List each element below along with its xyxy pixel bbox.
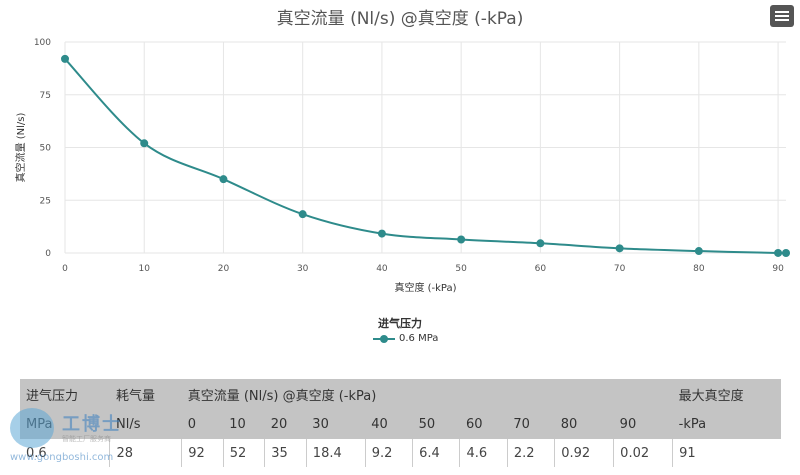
x-axis-label: 真空度 (-kPa)	[394, 281, 456, 294]
data-point	[782, 249, 790, 257]
table-cell: 2.2	[506, 439, 555, 467]
x-tick-label: 40	[376, 264, 388, 274]
y-axis-label: 真空流量 (Nl/s)	[14, 112, 27, 182]
data-point	[298, 210, 307, 219]
table-cell: 4.6	[459, 439, 508, 467]
data-point	[694, 247, 703, 256]
x-tick-label: 70	[614, 264, 626, 274]
x-tick-label: 80	[693, 264, 705, 274]
header-cell: 50	[412, 409, 460, 439]
header-cell: 进气压力	[20, 379, 110, 409]
header-cell: 40	[365, 409, 413, 439]
data-point	[140, 139, 149, 148]
table-cell: 92	[181, 439, 224, 467]
header-cell: 60	[459, 409, 508, 439]
y-tick-label: 25	[40, 196, 51, 206]
table-cell: 6.4	[412, 439, 460, 467]
data-point	[615, 244, 624, 253]
table-cell: 91	[672, 439, 781, 467]
header-cell: 最大真空度	[672, 379, 781, 409]
header-cell: 30	[306, 409, 366, 439]
table-cell: 18.4	[305, 439, 366, 467]
header-cell: 80	[554, 409, 614, 439]
header-cell: 耗气量	[109, 379, 182, 409]
table-row: 0.6 28 92 52 35 18.4 9.2 6.4 4.6 2.2 0.9…	[20, 439, 781, 467]
legend-item-series-1[interactable]: 0.6 MPa	[373, 333, 438, 344]
table-cell: 0.02	[613, 439, 673, 467]
x-tick-label: 10	[139, 264, 151, 274]
watermark-brand: 工博士	[62, 414, 122, 435]
header-cell: 90	[613, 409, 673, 439]
table-cell: 28	[109, 439, 182, 467]
data-point	[774, 248, 783, 257]
legend-swatch	[373, 334, 395, 344]
watermark: 工博士 智能工厂服务商 www.gongboshi.com	[10, 400, 150, 470]
table-cell: 52	[222, 439, 265, 467]
y-tick-label: 50	[40, 144, 52, 154]
header-cell: 20	[264, 409, 307, 439]
data-point	[219, 175, 228, 184]
x-tick-label: 0	[62, 264, 68, 274]
watermark-logo-icon	[10, 408, 54, 448]
y-tick-label: 100	[34, 38, 51, 48]
header-cell: 真空流量 (Nl/s) @真空度 (-kPa)	[181, 379, 673, 409]
header-cell: -kPa	[672, 409, 781, 439]
data-point	[61, 54, 69, 63]
data-point	[536, 239, 545, 248]
table-header-row-1: 进气压力 耗气量 真空流量 (Nl/s) @真空度 (-kPa) 最大真空度	[20, 379, 781, 409]
table-cell: 0.92	[554, 439, 614, 467]
legend-label: 0.6 MPa	[399, 333, 439, 344]
y-tick-label: 75	[40, 91, 51, 101]
line-chart: 0 25 50 75 100 0 10 20 30 40 50 60 70 80 90 真空度 (-kPa) 真…	[14, 38, 790, 294]
chart-menu-button[interactable]	[770, 5, 794, 27]
legend-title: 进气压力	[378, 317, 422, 330]
x-tick-label: 60	[535, 264, 547, 274]
x-tick-label: 30	[297, 264, 309, 274]
series-line	[64, 58, 788, 255]
header-cell: 10	[223, 409, 265, 439]
header-cell: 70	[507, 409, 555, 439]
table-cell: 35	[264, 439, 307, 467]
watermark-url: www.gongboshi.com	[10, 452, 114, 463]
table-cell: 9.2	[364, 439, 413, 467]
x-tick-label: 90	[772, 264, 784, 274]
data-point	[377, 229, 386, 238]
watermark-subtitle: 智能工厂服务商	[62, 435, 111, 443]
data-point	[457, 235, 466, 244]
y-tick-label: 0	[45, 249, 51, 259]
chart-title: 真空流量 (Nl/s) @真空度 (-kPa)	[276, 9, 524, 29]
x-tick-label: 20	[218, 264, 230, 274]
header-cell: 0	[181, 409, 224, 439]
x-tick-label: 50	[455, 264, 467, 274]
header-cell: Nl/s	[109, 409, 182, 439]
